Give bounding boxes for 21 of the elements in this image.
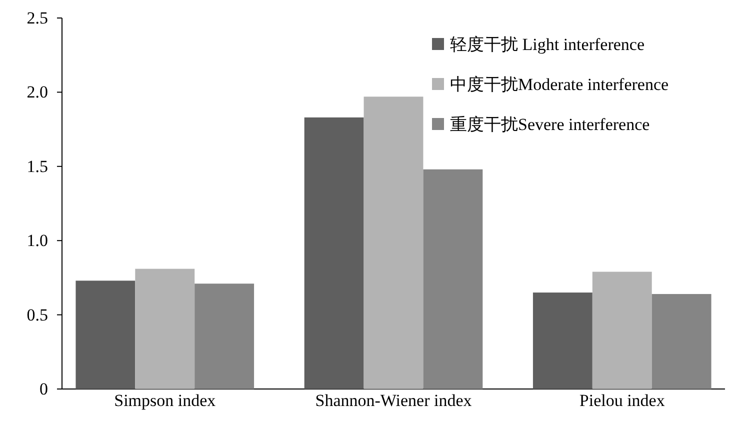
bar [194, 284, 254, 389]
bar [364, 96, 424, 389]
x-tick-label: Shannon-Wiener index [315, 391, 472, 410]
bar [423, 169, 483, 389]
bar [532, 292, 592, 389]
y-tick-label: 2.0 [26, 82, 48, 102]
bar [592, 272, 652, 389]
x-tick-label: Simpson index [114, 391, 216, 410]
y-tick-label: 0 [40, 379, 48, 398]
bar [652, 294, 712, 389]
y-tick-label: 1.5 [26, 156, 48, 176]
y-tick-label: 1.0 [26, 231, 48, 250]
bar [135, 268, 195, 389]
bar [76, 280, 136, 389]
legend-label: 重度干扰Severe interference [450, 115, 650, 134]
bar [304, 117, 364, 389]
x-tick-label: Pielou index [579, 391, 666, 410]
y-tick-label: 2.5 [26, 8, 48, 28]
legend-label: 中度干扰Moderate interference [450, 75, 669, 94]
legend-label: 轻度干扰 Light interference [450, 35, 644, 54]
y-tick-label: 0.5 [26, 305, 48, 324]
